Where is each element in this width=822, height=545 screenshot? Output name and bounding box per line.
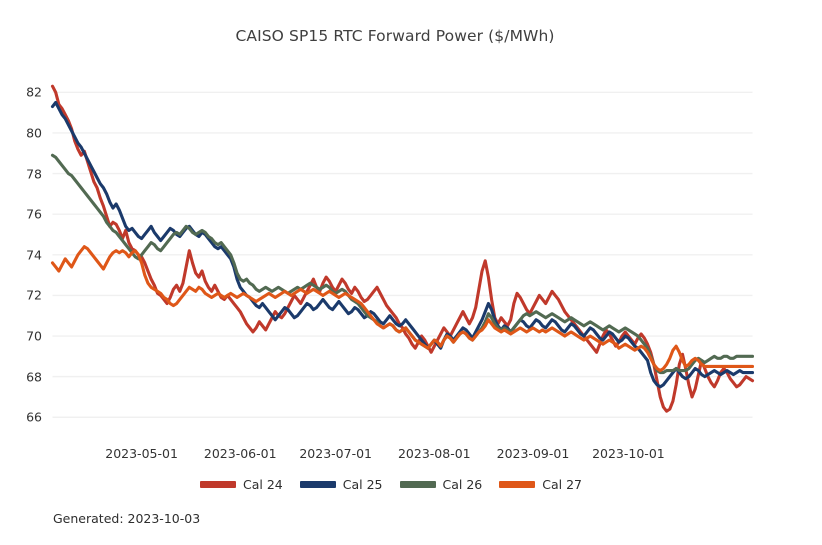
legend-label: Cal 26: [442, 477, 483, 492]
y-tick-label: 80: [26, 125, 42, 141]
generated-timestamp: Generated: 2023-10-03: [53, 511, 201, 526]
legend-swatch-icon: [299, 481, 336, 488]
y-tick-label: 78: [26, 166, 42, 182]
y-tick-label: 70: [26, 328, 42, 344]
x-tick-label: 2023-10-01: [592, 446, 665, 461]
legend-item-cal-24[interactable]: Cal 24: [200, 477, 283, 492]
x-tick-label: 2023-07-01: [299, 446, 372, 461]
legend-swatch-icon: [499, 481, 536, 488]
legend-item-cal-26[interactable]: Cal 26: [399, 477, 483, 492]
y-tick-label: 66: [26, 409, 42, 425]
gridlines: [52, 91, 753, 418]
series-line-cal-26: [50, 153, 755, 375]
series-line-cal-24: [50, 84, 755, 413]
legend-item-cal-27[interactable]: Cal 27: [499, 477, 582, 492]
y-tick-label: 76: [26, 206, 42, 222]
legend-label: Cal 25: [342, 477, 383, 492]
legend-swatch-icon: [399, 481, 436, 488]
page-title: CAISO SP15 RTC Forward Power ($/MWh): [235, 27, 555, 45]
y-tick-label: 82: [26, 84, 42, 100]
series-line-cal-25: [50, 100, 755, 389]
x-tick-label: 2023-08-01: [397, 446, 471, 461]
y-tick-label: 68: [26, 369, 42, 385]
legend-item-cal-25[interactable]: Cal 25: [299, 477, 383, 492]
series-lines: [50, 84, 755, 413]
series-line-cal-27: [50, 245, 755, 373]
legend-label: Cal 27: [542, 477, 582, 492]
y-tick-label: 72: [26, 287, 42, 303]
y-tick-label: 74: [26, 247, 42, 263]
x-tick-label: 2023-09-01: [496, 446, 570, 461]
chart-legend: Cal 24 Cal 25 Cal 26 Cal 27: [0, 477, 790, 492]
legend-swatch-icon: [200, 481, 236, 488]
x-tick-label: 2023-06-01: [203, 446, 277, 461]
legend-label: Cal 24: [243, 477, 283, 492]
x-tick-label: 2023-05-01: [105, 446, 178, 461]
